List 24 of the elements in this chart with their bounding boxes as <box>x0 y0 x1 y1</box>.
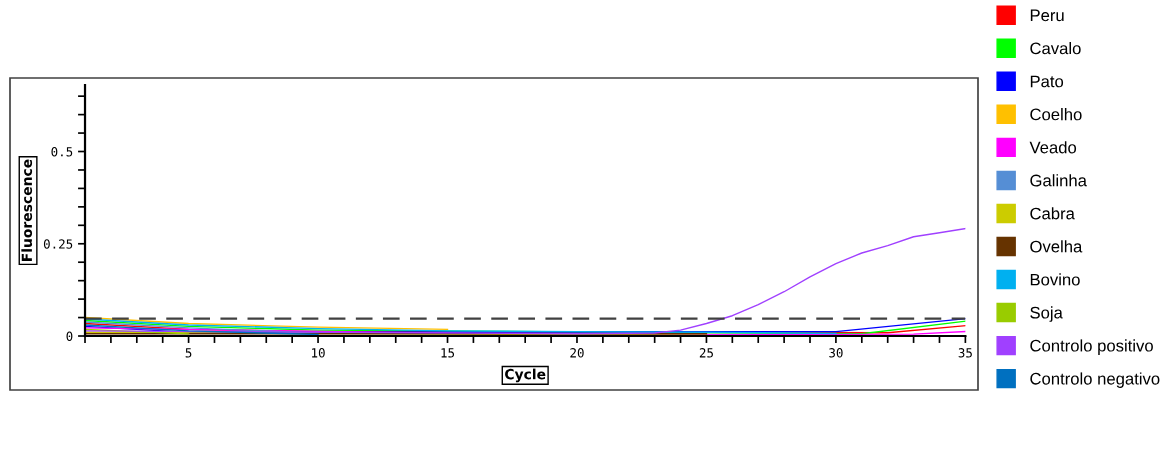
x-tick-label: 35 <box>958 348 972 358</box>
y-axis-title: Fluorescence <box>21 159 33 261</box>
y-tick-label: 0.25 <box>43 239 73 249</box>
x-tick-label: 5 <box>185 348 192 358</box>
legend-label: Controlo negativo <box>1030 372 1160 388</box>
legend-label: Cavalo <box>1030 42 1081 55</box>
y-tick-label: 0 <box>66 331 73 341</box>
legend-label: Peru <box>1030 9 1064 22</box>
legend-label: Soja <box>1030 306 1063 322</box>
legend-label: Pato <box>1030 75 1064 88</box>
x-tick-label: 15 <box>441 348 455 358</box>
x-tick-label: 30 <box>829 348 843 358</box>
legend-label: Controlo positivo <box>1030 339 1153 355</box>
x-axis-title: Cycle <box>505 368 546 383</box>
legend-label: Galinha <box>1030 174 1087 187</box>
y-tick-label: 0.5 <box>51 147 73 157</box>
legend-label: Bovino <box>1030 273 1080 286</box>
legend-label: Ovelha <box>1030 240 1083 253</box>
legend-label: Veado <box>1029 141 1077 154</box>
legend-label: Coelho <box>1030 108 1082 121</box>
x-tick-label: 20 <box>570 348 584 358</box>
x-tick-label: 10 <box>312 348 325 358</box>
legend-label: Cabra <box>1030 207 1075 220</box>
x-tick-label: 25 <box>699 348 713 358</box>
